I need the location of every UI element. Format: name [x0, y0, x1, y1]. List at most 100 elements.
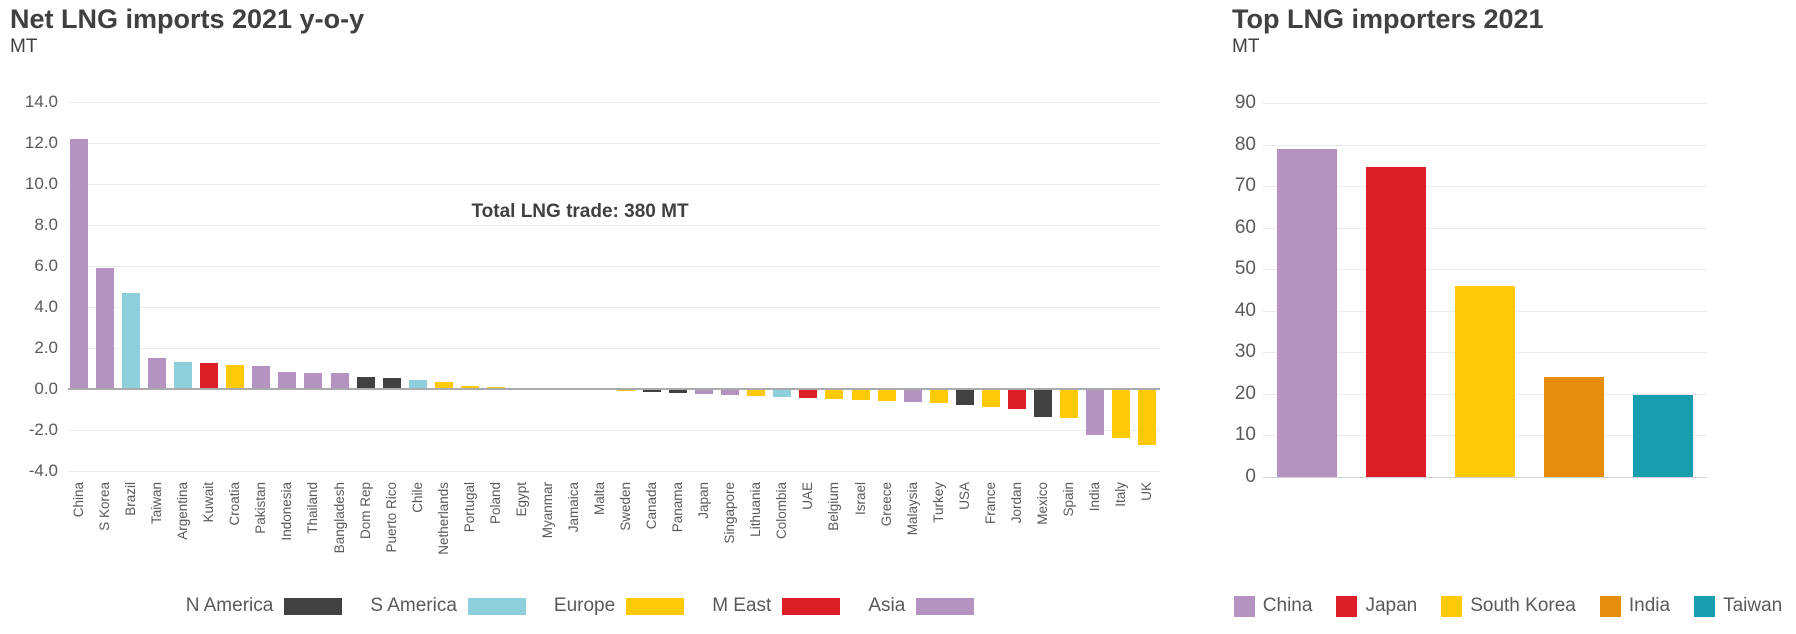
plot-area: 14.0 12.0 10.0 8.0 6.0 4.0 2.0 0.0 -2.0 -4.0 China…: [24, 92, 1160, 555]
gridline: [68, 430, 1160, 431]
x-tick-label-brazil: Brazil: [123, 482, 139, 516]
legend-label: Taiwan: [1723, 595, 1783, 616]
legend-item-taiwan: Taiwan: [1694, 595, 1782, 617]
legend-label: Asia: [868, 595, 906, 616]
y-tick-label: 2.0: [34, 338, 58, 357]
x-tick-label-pakistan: Pakistan: [253, 482, 269, 534]
y-tick-label: 40: [1234, 299, 1256, 321]
x-tick-label-taiwan: Taiwan: [149, 482, 165, 525]
gridline: [1263, 269, 1707, 271]
x-tick-label-turkey: Turkey: [930, 482, 946, 523]
bar-netherlands: [434, 381, 453, 389]
x-tick-label-s-korea: S Korea: [97, 482, 113, 531]
bar-japan: [1366, 167, 1426, 477]
legend-swatch-china: [1233, 595, 1255, 617]
bar-indonesia: [278, 371, 297, 389]
gridline: [68, 266, 1160, 267]
bar-greece: [877, 390, 896, 402]
chart-title: Net LNG imports 2021 y-o-y: [10, 4, 365, 34]
bar-belgium: [825, 390, 844, 400]
legend-swatch-japan: [1336, 595, 1358, 617]
x-tick-label-chile: Chile: [409, 482, 425, 513]
y-tick-label: 10.0: [24, 174, 58, 193]
y-tick-label: 20: [1234, 382, 1256, 404]
bar-brazil: [122, 292, 141, 389]
legend-label: China: [1262, 595, 1313, 616]
legend-item-n-america: N America: [186, 595, 343, 617]
x-tick-label-france: France: [982, 482, 998, 525]
y-tick-label: -4.0: [28, 461, 58, 480]
y-axis-unit-label: MT: [1232, 36, 1260, 57]
bar-mexico: [1033, 390, 1052, 417]
y-tick-label: 80: [1234, 133, 1256, 155]
x-tick-label-sweden: Sweden: [618, 482, 634, 531]
top-lng-importers-chart: Top LNG importers 2021 MT 90 80 70 60 50 40 30…: [1220, 0, 1796, 634]
y-tick-label: 0.0: [34, 379, 58, 398]
legend-item-japan: Japan: [1336, 595, 1417, 617]
bar-s-korea: [96, 268, 115, 389]
legend-swatch-europe: [626, 597, 685, 615]
y-tick-label: 8.0: [34, 215, 58, 234]
x-tick-label-portugal: Portugal: [461, 482, 477, 533]
legend-swatch-india: [1599, 595, 1621, 617]
plot-area: 90 80 70 60 50 40 30 20 10 0: [1220, 0, 1796, 634]
legend-item-china: China: [1233, 595, 1313, 617]
bar-chile: [408, 379, 427, 389]
bar-dom-rep: [356, 376, 375, 389]
x-tick-label-canada: Canada: [644, 482, 660, 530]
bar-puerto-rico: [382, 377, 401, 389]
bar-argentina: [174, 362, 193, 389]
x-tick-label-uae: UAE: [800, 482, 816, 510]
gridline: [1263, 186, 1707, 188]
legend-swatch-asia: [916, 597, 975, 615]
bar-kuwait: [200, 363, 219, 389]
legend-item-s-america: S America: [370, 595, 526, 617]
gridline: [1263, 144, 1707, 146]
x-tick-label-colombia: Colombia: [774, 482, 790, 540]
legend-label: South Korea: [1470, 595, 1576, 616]
bar-lithuania: [747, 390, 766, 397]
y-tick-label: 12.0: [24, 133, 58, 152]
gridline: [68, 348, 1160, 349]
x-tick-label-spain: Spain: [1060, 482, 1076, 517]
x-tick-label-china: China: [71, 482, 86, 518]
bar-portugal: [460, 385, 479, 389]
bar-china: [1277, 148, 1337, 477]
gridline: [68, 471, 1160, 472]
bar-canada: [643, 390, 662, 393]
y-tick-label: -2.0: [28, 420, 58, 439]
x-tick-label-netherlands: Netherlands: [435, 482, 451, 555]
x-tick-label-indonesia: Indonesia: [279, 482, 295, 541]
x-tick-label-panama: Panama: [670, 482, 686, 533]
x-tick-label-greece: Greece: [878, 482, 894, 527]
gridline: [68, 225, 1160, 226]
legend-label: M East: [712, 595, 772, 616]
legend-item-m-east: M East: [712, 595, 841, 617]
x-tick-label-india: India: [1086, 482, 1102, 512]
country-legend: China Japan South Korea India Taiwan: [1230, 595, 1786, 617]
legend-label: India: [1628, 595, 1671, 616]
bar-uk: [1138, 390, 1157, 446]
bar-france: [981, 390, 1000, 408]
chart-title: Top LNG importers 2021: [1232, 4, 1544, 34]
y-tick-label: 70: [1234, 175, 1256, 197]
legend-label: N America: [185, 595, 274, 616]
legend-swatch-m-east: [782, 597, 841, 615]
y-axis-unit-label: MT: [10, 36, 38, 57]
x-tick-label-poland: Poland: [487, 482, 503, 525]
x-tick-label-mexico: Mexico: [1034, 482, 1050, 525]
gridline: [68, 102, 1160, 103]
bar-croatia: [226, 365, 245, 389]
zero-axis-line: [1263, 477, 1707, 478]
legend-item-india: India: [1599, 595, 1671, 617]
bar-colombia: [773, 390, 792, 398]
bar-italy: [1112, 390, 1130, 439]
bar-china: [70, 138, 88, 389]
gridline: [68, 143, 1160, 144]
x-tick-label-uk: UK: [1139, 482, 1155, 501]
bar-turkey: [929, 390, 948, 404]
x-tick-label-puerto-rico: Puerto Rico: [383, 482, 399, 553]
legend-item-south-korea: South Korea: [1441, 595, 1576, 617]
legend-swatch-n-america: [284, 597, 343, 615]
